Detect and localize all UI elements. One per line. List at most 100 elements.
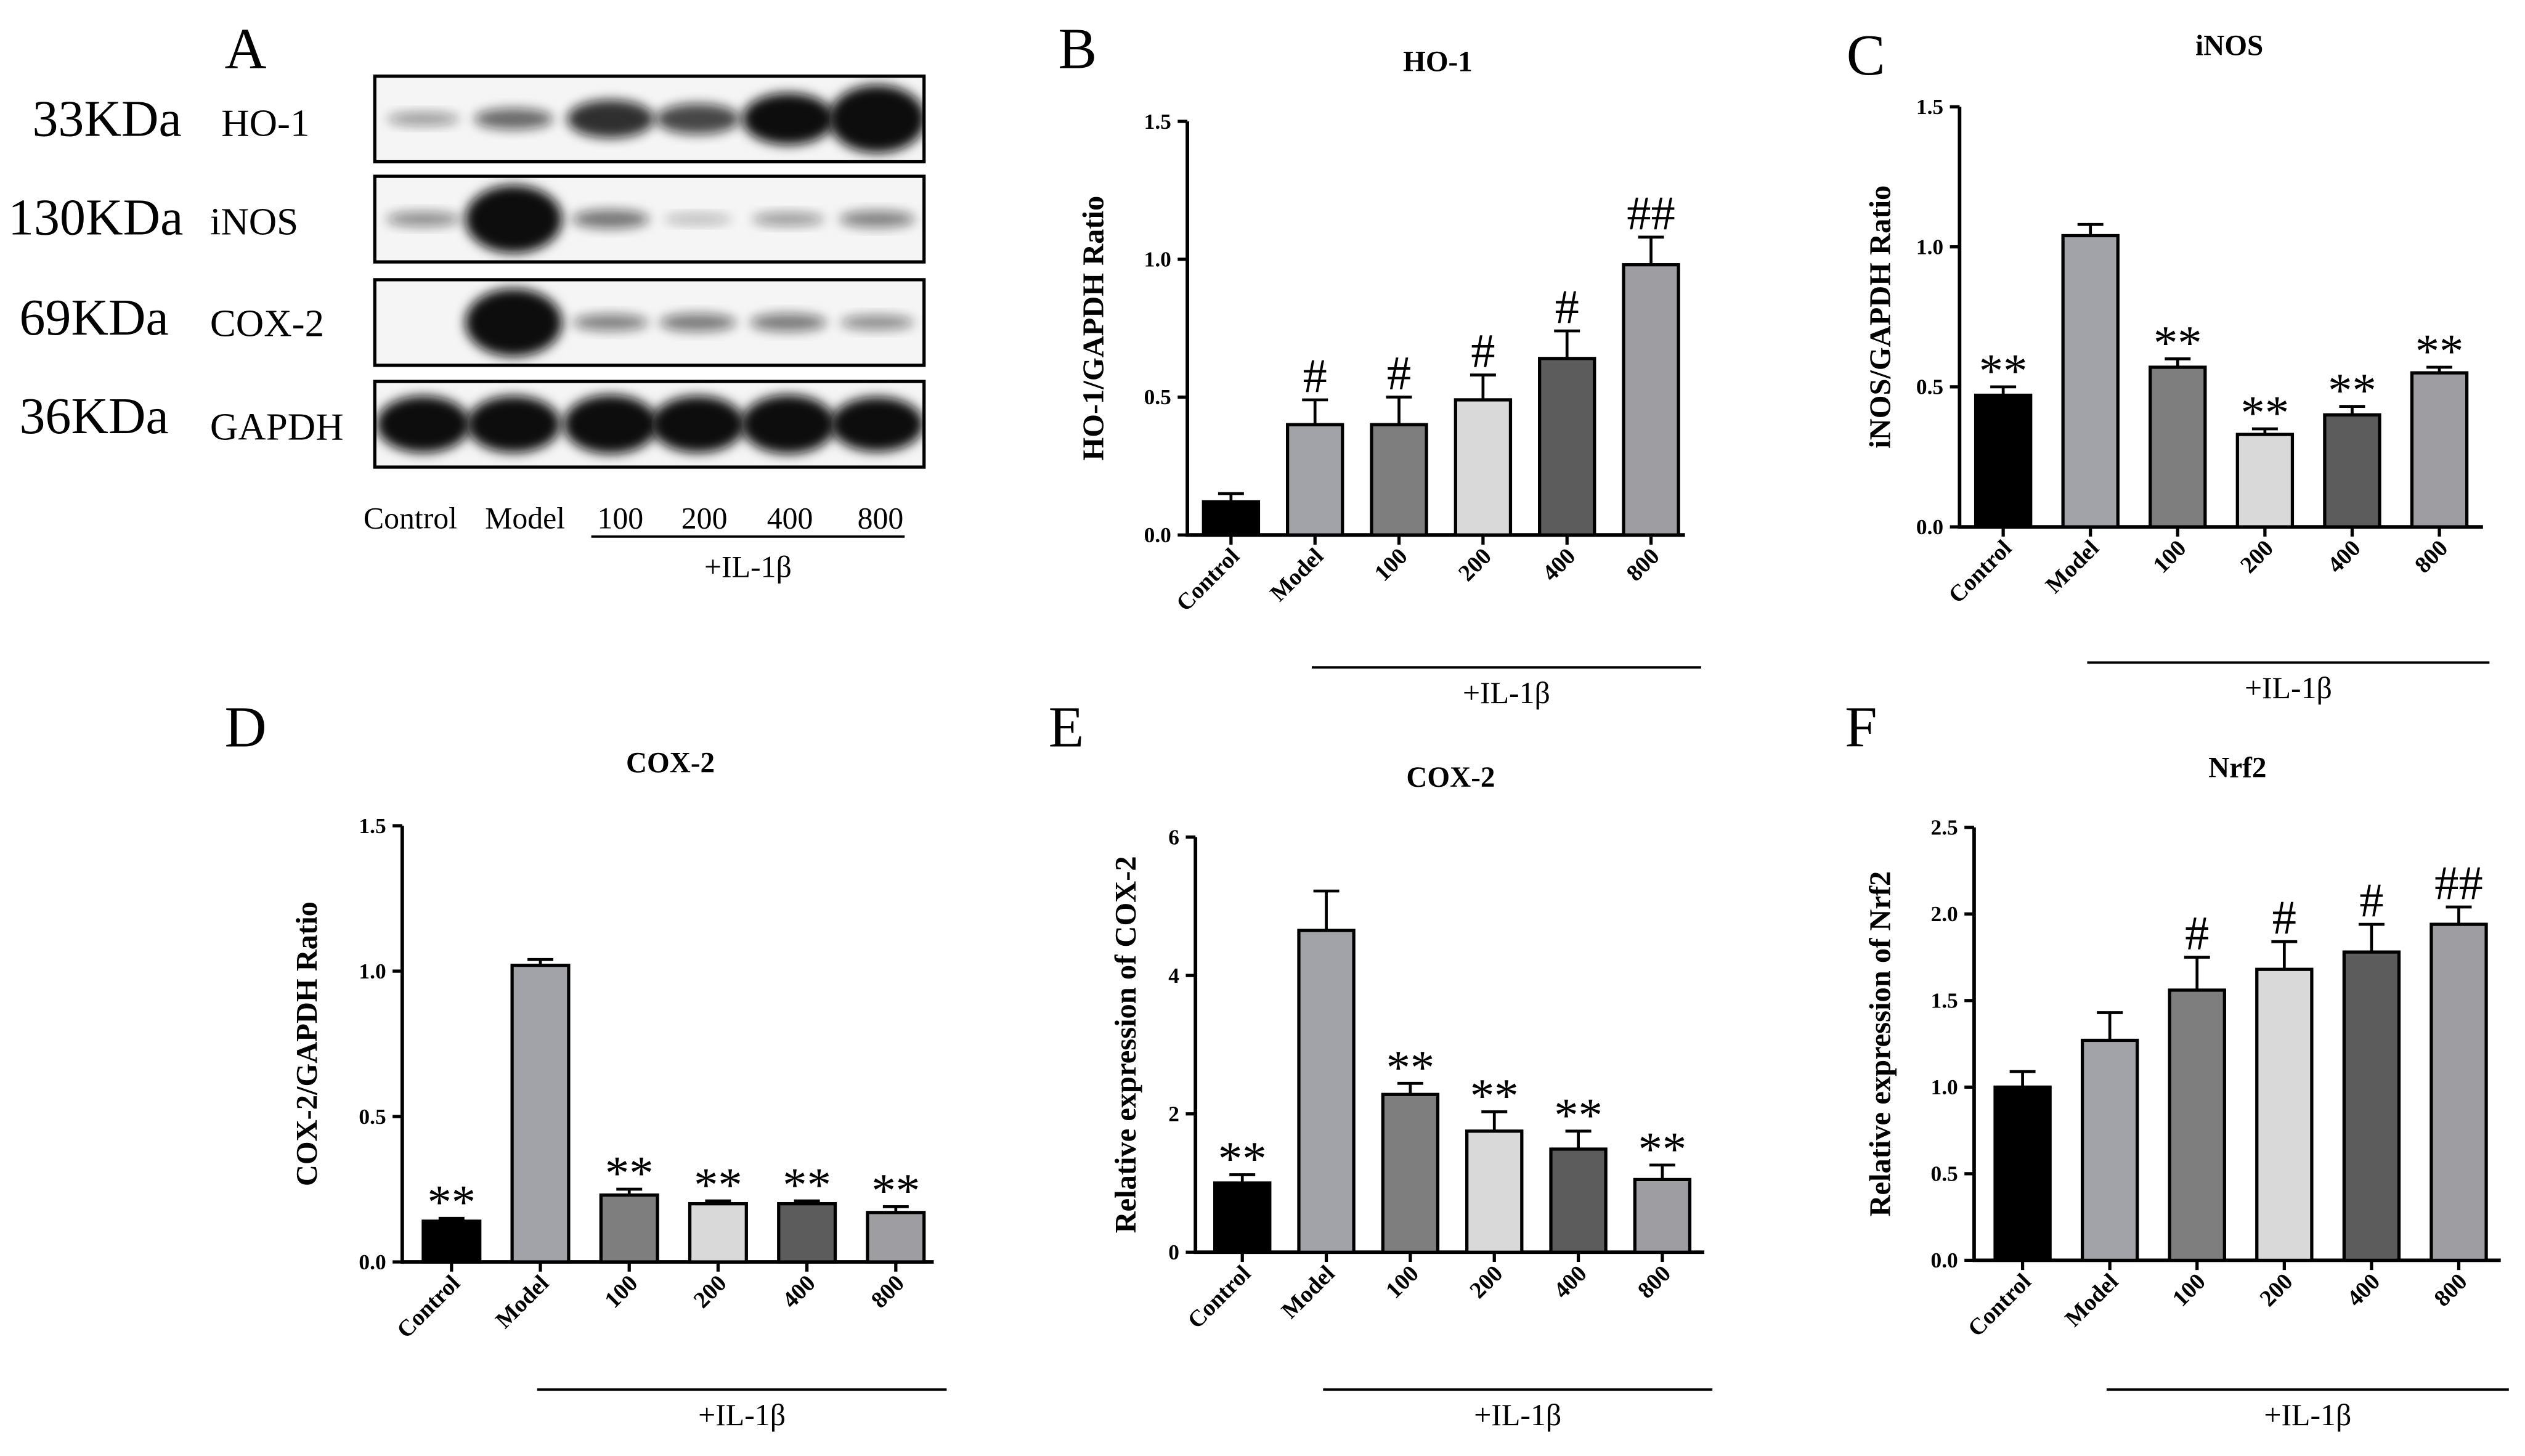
- bar-200: [2235, 433, 2295, 529]
- significance-label: #: [2359, 874, 2383, 927]
- significance-label: #: [1555, 280, 1579, 334]
- significance-label: #: [1303, 349, 1327, 403]
- panel-letter: F: [1845, 696, 1877, 760]
- molecular-weight-label: 36KDa: [19, 388, 168, 445]
- protein-band: [659, 313, 737, 332]
- y-tick-label: 2.0: [1931, 901, 1958, 926]
- bar-100: [2149, 365, 2207, 529]
- y-tick-label: 0.0: [1144, 523, 1171, 547]
- y-tick-label: 0.5: [1916, 375, 1943, 399]
- significance-label: **: [605, 1147, 654, 1200]
- blot-strip: [375, 76, 924, 162]
- protein-band: [572, 209, 649, 229]
- significance-label: **: [694, 1158, 742, 1212]
- lane-label: 800: [858, 502, 904, 535]
- bar-400: [777, 1202, 837, 1264]
- significance-label: **: [1638, 1123, 1687, 1176]
- y-tick-label: 0: [1168, 1240, 1179, 1264]
- significance-label: ##: [2434, 856, 2483, 910]
- bar-control: [1213, 1181, 1272, 1254]
- bar-800: [2410, 371, 2469, 529]
- significance-label: **: [783, 1158, 831, 1212]
- lane-label: 100: [597, 502, 643, 535]
- y-tick-label: 0.5: [359, 1104, 386, 1129]
- treatment-label: +IL-1β: [2264, 1398, 2351, 1432]
- significance-label: **: [872, 1164, 921, 1218]
- significance-label: **: [2241, 386, 2290, 440]
- bar-800: [1622, 263, 1680, 537]
- significance-label: **: [1979, 344, 2028, 398]
- panel-letter: E: [1049, 696, 1084, 760]
- protein-band: [386, 211, 461, 227]
- significance-label: #: [2185, 906, 2209, 960]
- bar-800: [1633, 1177, 1692, 1254]
- panel-letter: B: [1058, 17, 1097, 81]
- bar-control: [1202, 500, 1261, 537]
- blot-strip: [375, 279, 924, 365]
- protein-band: [567, 100, 654, 139]
- protein-band: [839, 210, 916, 228]
- lane-label: 400: [767, 502, 813, 535]
- y-tick-label: 1.5: [1144, 109, 1171, 134]
- bar-400: [1549, 1147, 1608, 1254]
- significance-label: **: [427, 1176, 476, 1229]
- blot-frame: [373, 380, 926, 469]
- lane-label: 200: [681, 502, 728, 535]
- y-tick-label: 4: [1168, 963, 1179, 988]
- significance-label: #: [1387, 346, 1411, 400]
- protein-band: [741, 394, 836, 454]
- bar-model: [2061, 234, 2120, 529]
- protein-band: [750, 313, 827, 332]
- blot-frame: [373, 74, 926, 164]
- y-tick-label: 1.0: [1916, 234, 1943, 259]
- y-tick-label: 1.0: [359, 959, 386, 983]
- protein-label: COX-2: [210, 302, 324, 345]
- protein-label: HO-1: [221, 102, 309, 145]
- chart-title: iNOS: [2195, 30, 2263, 62]
- y-tick-label: 1.5: [359, 813, 386, 838]
- bar-model: [1297, 929, 1356, 1254]
- significance-label: **: [1554, 1089, 1603, 1142]
- chart-title: HO-1: [1403, 46, 1473, 78]
- significance-label: ##: [1627, 187, 1675, 240]
- y-axis-label: Relative expression of Nrf2: [1864, 871, 1897, 1217]
- protein-band: [376, 396, 470, 453]
- bar-800: [2429, 922, 2488, 1263]
- y-axis-label: Relative expression of COX-2: [1110, 856, 1142, 1233]
- bar-100: [599, 1193, 659, 1264]
- treatment-label: +IL-1β: [704, 550, 792, 584]
- bar-model: [1286, 423, 1344, 537]
- protein-band: [651, 396, 745, 453]
- protein-band: [829, 85, 924, 153]
- protein-label: iNOS: [210, 200, 298, 243]
- y-axis-label: HO-1/GAPDH Ratio: [1078, 196, 1110, 461]
- significance-label: **: [1218, 1133, 1267, 1186]
- y-tick-label: 0.0: [1916, 514, 1943, 539]
- protein-band: [386, 112, 460, 126]
- blot-frame: [373, 174, 926, 264]
- protein-band: [840, 315, 914, 330]
- y-axis-label: iNOS/GAPDH Ratio: [1864, 185, 1897, 449]
- chart-title: Nrf2: [2208, 752, 2266, 784]
- y-tick-label: 0.0: [1931, 1248, 1958, 1272]
- treatment-label: +IL-1β: [1474, 1398, 1561, 1432]
- significance-label: **: [2415, 325, 2464, 378]
- protein-band: [563, 394, 658, 454]
- significance-label: **: [2328, 364, 2377, 418]
- y-tick-label: 0.0: [359, 1250, 386, 1274]
- chart-title: COX-2: [1406, 762, 1495, 794]
- bar-200: [2255, 967, 2314, 1263]
- bar-400: [2323, 413, 2381, 529]
- molecular-weight-label: 69KDa: [19, 289, 168, 346]
- bar-100: [1381, 1092, 1440, 1254]
- protein-band: [572, 314, 649, 331]
- protein-band: [664, 214, 733, 225]
- protein-band: [831, 397, 924, 452]
- y-tick-label: 1.0: [1144, 247, 1171, 272]
- bar-model: [510, 964, 571, 1264]
- lane-label: Control: [364, 502, 457, 535]
- bar-control: [421, 1219, 482, 1264]
- significance-label: #: [2272, 891, 2296, 945]
- lane-label: Model: [485, 502, 565, 535]
- protein-band: [474, 108, 553, 130]
